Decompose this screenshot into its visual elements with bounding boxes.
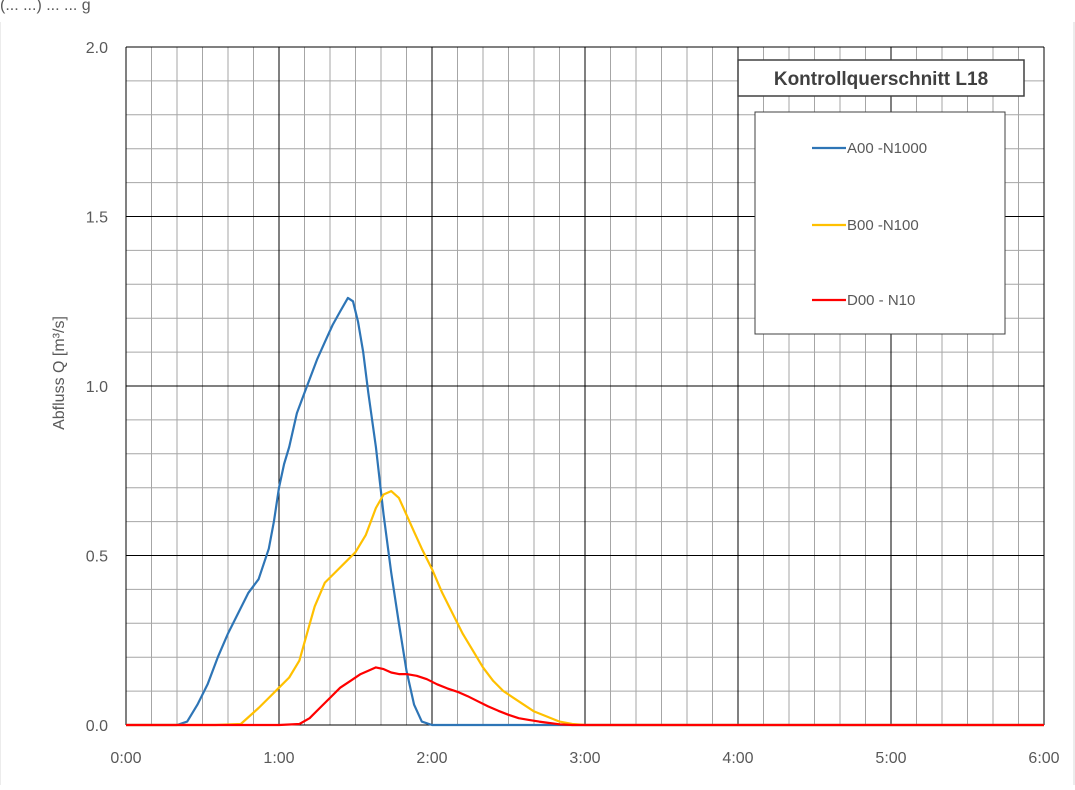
x-tick-label: 1:00: [263, 750, 294, 767]
chart-title: Kontrollquerschnitt L18: [774, 69, 988, 90]
x-tick-label: 3:00: [569, 750, 600, 767]
y-tick-label: 2.0: [86, 40, 108, 57]
cropped-header-text: (... ...) ... ... g: [0, 0, 91, 14]
y-tick-label: 0.5: [86, 549, 108, 566]
x-tick-label: 0:00: [110, 750, 141, 767]
x-tick-labels: 0:00 1:00 2:00 3:00 4:00 5:00 6:00: [110, 750, 1059, 767]
x-tick-label: 4:00: [722, 750, 753, 767]
y-tick-label: 1.5: [86, 210, 108, 227]
legend-frame: [754, 111, 1006, 335]
series-line: [126, 296, 1044, 727]
series-layer: [126, 296, 1044, 727]
x-tick-label: 2:00: [416, 750, 447, 767]
y-axis-label: Abfluss Q [m³/s]: [51, 316, 68, 430]
chart-title-frame: [737, 59, 1025, 97]
series-line: [126, 490, 1044, 727]
x-tick-label: 6:00: [1028, 750, 1059, 767]
y-tick-label: 0.0: [86, 718, 108, 735]
legend-label: A00 -N1000: [847, 140, 927, 157]
legend-label: B00 -N100: [847, 217, 919, 234]
x-tick-label: 5:00: [875, 750, 906, 767]
y-tick-labels: 0.0 0.5 1.0 1.5 2.0: [86, 40, 108, 735]
y-tick-label: 1.0: [86, 379, 108, 396]
series-line: [126, 666, 1044, 727]
legend: A00 -N1000 B00 -N100 D00 - N10: [754, 111, 1006, 335]
chart-title-box: Kontrollquerschnitt L18: [737, 59, 1025, 97]
legend-label: D00 - N10: [847, 292, 915, 309]
